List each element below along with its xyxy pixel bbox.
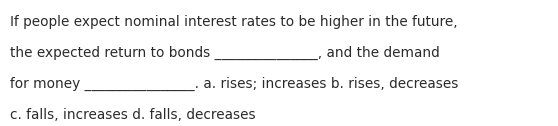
Text: for money ________________. a. rises; increases b. rises, decreases: for money ________________. a. rises; in…: [10, 77, 459, 91]
Text: the expected return to bonds _______________, and the demand: the expected return to bonds ___________…: [10, 46, 440, 60]
Text: c. falls, increases d. falls, decreases: c. falls, increases d. falls, decreases: [10, 108, 256, 122]
Text: If people expect nominal interest rates to be higher in the future,: If people expect nominal interest rates …: [10, 15, 458, 29]
